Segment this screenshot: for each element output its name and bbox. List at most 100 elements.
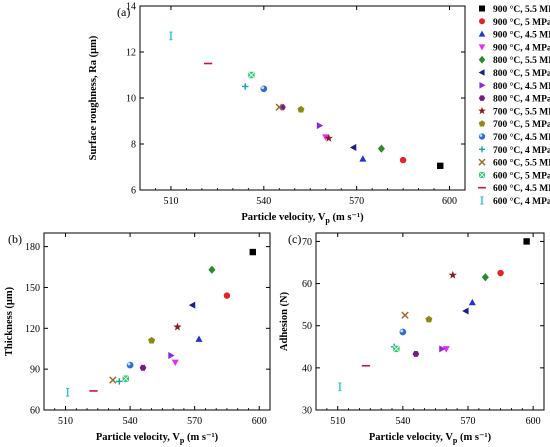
data-point xyxy=(316,122,324,130)
y-tick-label: 70 xyxy=(302,237,312,248)
data-point xyxy=(195,335,203,342)
data-point xyxy=(188,301,196,309)
data-point xyxy=(437,162,444,170)
data-point xyxy=(439,345,446,353)
chart-panel-c: (c) 510 540 570 600 30 40 50 60 70 Particle veloci… xyxy=(279,232,545,445)
x-axis-label-sub: p xyxy=(325,216,330,225)
data-point xyxy=(425,315,433,323)
x-tick-label: 510 xyxy=(58,416,73,427)
y-tick-label: 120 xyxy=(25,324,40,335)
y-tick-label: 60 xyxy=(302,279,312,290)
legend-label: 600 °C, 5.5 MPa xyxy=(493,158,550,169)
y-tick-label: 50 xyxy=(302,321,312,332)
data-point xyxy=(497,269,504,277)
data-point xyxy=(377,144,385,153)
legend-marker xyxy=(478,44,486,51)
data-point xyxy=(208,265,216,274)
x-tick-label: 540 xyxy=(395,416,410,427)
data-point xyxy=(148,336,156,344)
y-tick-label: 150 xyxy=(25,283,40,294)
legend-label: 900 °C, 5.5 MPa xyxy=(493,4,550,15)
data-point xyxy=(223,292,231,299)
legend-item: 600 °C, 4 MPa xyxy=(480,196,550,207)
panel-label: (b) xyxy=(8,232,22,246)
data-point xyxy=(468,298,476,306)
data-point xyxy=(247,71,255,79)
data-point xyxy=(66,387,70,397)
data-point xyxy=(171,359,179,367)
legend-marker xyxy=(479,18,485,25)
legend-label: 900 °C, 4 MPa xyxy=(493,42,550,53)
data-point xyxy=(462,307,469,315)
legend-marker xyxy=(478,69,485,76)
x-tick-label: 540 xyxy=(256,196,271,207)
plot-frame xyxy=(139,5,466,191)
data-point xyxy=(168,352,175,360)
plot-frame xyxy=(43,232,271,411)
panel-label: (a) xyxy=(117,5,130,19)
legend-item: 900 °C, 4.5 MPa xyxy=(478,30,550,41)
chart-panel-b: (b) 510 540 570 600 60 90 120 150 180 Particle vel… xyxy=(4,232,271,445)
data-point xyxy=(401,311,409,319)
legend-label: 700 °C, 5.5 MPa xyxy=(493,106,550,117)
data-point xyxy=(297,105,305,113)
legend-marker xyxy=(478,55,486,64)
legend-item: 600 °C, 5.5 MPa xyxy=(478,158,550,169)
legend-marker xyxy=(478,171,486,179)
legend-marker xyxy=(479,5,485,12)
x-axis-label: Particle velocity, Vp (m s⁻¹) xyxy=(241,212,364,225)
legend-label: 800 °C, 5.5 MPa xyxy=(493,55,550,66)
panels: (a) 510 540 570 600 6 8 10 12 14 Particle velocity… xyxy=(4,2,545,445)
data-point xyxy=(173,322,182,331)
chart-panel-a: (a) 510 540 570 600 6 8 10 12 14 Particle velocity… xyxy=(88,2,466,225)
data-point xyxy=(324,133,333,142)
y-tick-label: 12 xyxy=(126,48,136,59)
legend-item: 800 °C, 5 MPa xyxy=(478,68,550,79)
legend-label: 600 °C, 5 MPa xyxy=(493,170,550,181)
x-tick-label: 600 xyxy=(526,416,541,427)
legend-marker xyxy=(478,133,486,140)
legend-item: 600 °C, 4.5 MPa xyxy=(478,183,550,194)
legend-marker xyxy=(478,30,486,37)
data-point xyxy=(523,238,530,245)
data-point xyxy=(122,375,130,383)
x-axis-label-main: Particle velocity, V xyxy=(241,212,325,223)
y-tick-label: 8 xyxy=(131,140,136,151)
data-point xyxy=(399,328,407,336)
legend-label: 900 °C, 4.5 MPa xyxy=(493,30,550,41)
legend-item: 600 °C, 5 MPa xyxy=(478,170,550,181)
data-point xyxy=(242,83,249,90)
legend-marker xyxy=(479,146,485,153)
y-axis-label: Adhesion (N) xyxy=(279,291,290,351)
data-point xyxy=(249,248,256,256)
legend-item: 700 °C, 4 MPa xyxy=(479,145,550,156)
legend-item: 700 °C, 5 MPa xyxy=(478,119,550,130)
data-point xyxy=(399,156,407,164)
legend-item: 900 °C, 4 MPa xyxy=(478,42,550,53)
data-point xyxy=(412,351,420,357)
x-tick-label: 600 xyxy=(442,196,457,207)
y-tick-label: 90 xyxy=(30,365,40,376)
x-axis-label-main: Particle velocity, V xyxy=(96,432,180,443)
data-point xyxy=(442,346,450,353)
legend-marker xyxy=(479,82,486,89)
x-axis-label-unit: (m s⁻¹) xyxy=(330,212,364,223)
legend-item: 800 °C, 4.5 MPa xyxy=(479,81,550,92)
x-axis-label-main: Particle velocity, V xyxy=(369,432,453,443)
x-tick-label: 510 xyxy=(163,196,178,207)
data-point xyxy=(109,376,117,384)
data-point xyxy=(275,103,284,111)
x-axis-label-sub: p xyxy=(180,436,185,445)
legend-label: 800 °C, 4.5 MPa xyxy=(493,81,550,92)
legend-label: 600 °C, 4 MPa xyxy=(493,196,550,207)
x-axis-label-unit: (m s⁻¹) xyxy=(457,432,491,443)
y-tick-label: 180 xyxy=(25,242,40,253)
legend-label: 600 °C, 4.5 MPa xyxy=(493,183,550,194)
legend-item: 700 °C, 5.5 MPa xyxy=(478,106,550,117)
data-point xyxy=(359,155,367,162)
x-axis-label: Particle velocity, Vp (m s⁻¹) xyxy=(369,432,492,445)
legend-label: 800 °C, 4 MPa xyxy=(493,94,550,105)
data-point xyxy=(338,382,342,392)
y-axis-label: Thickness (μm) xyxy=(4,286,15,356)
x-axis-label: Particle velocity, Vp (m s⁻¹) xyxy=(96,432,219,445)
